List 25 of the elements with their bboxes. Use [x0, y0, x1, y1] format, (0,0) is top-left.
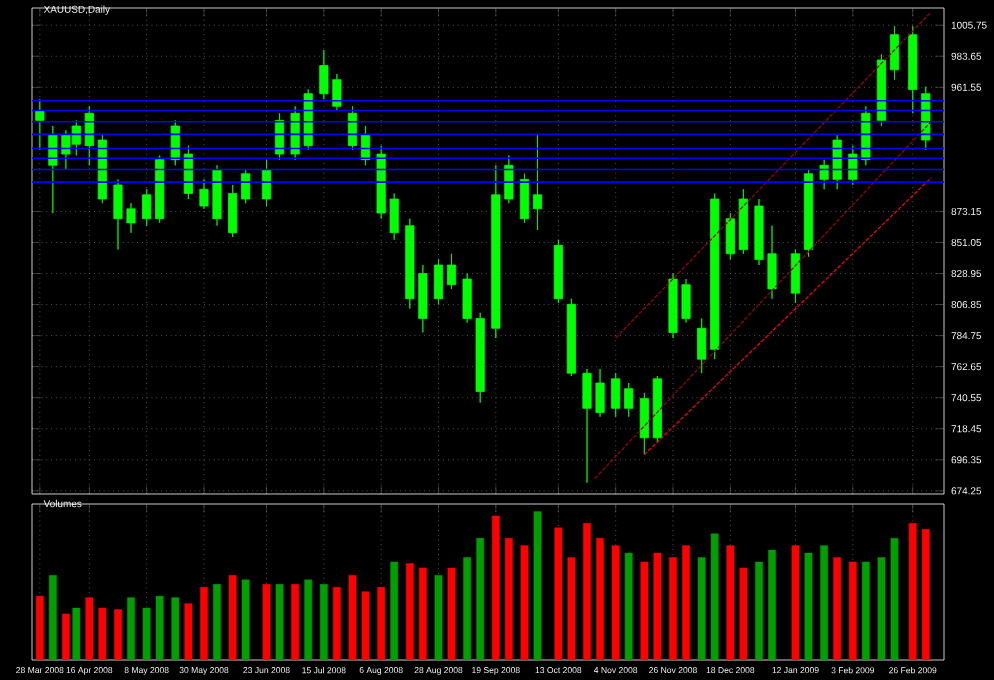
- candlestick: [532, 134, 543, 231]
- candlestick: [566, 298, 576, 377]
- candlestick: [519, 173, 530, 224]
- candlestick: [889, 25, 900, 81]
- candlestick: [738, 188, 748, 255]
- candlestick: [228, 184, 238, 238]
- candlestick: [170, 119, 180, 166]
- candlestick: [803, 169, 814, 258]
- candlestick: [433, 259, 444, 305]
- candlestick: [35, 98, 45, 151]
- candlestick: [697, 318, 707, 374]
- candlestick: [652, 375, 662, 443]
- candlestick: [725, 212, 735, 260]
- candlestick: [155, 155, 165, 224]
- candlestick: [710, 193, 720, 360]
- candlestick: [347, 105, 358, 151]
- candlestick: [446, 253, 457, 290]
- candlestick: [639, 392, 649, 456]
- candlestick: [908, 25, 918, 114]
- candlestick: [790, 249, 801, 304]
- candlestick: [553, 239, 563, 304]
- candlestick: [97, 134, 107, 204]
- candlestick: [84, 105, 94, 166]
- candlestick: [241, 169, 251, 204]
- candlestick: [142, 188, 152, 227]
